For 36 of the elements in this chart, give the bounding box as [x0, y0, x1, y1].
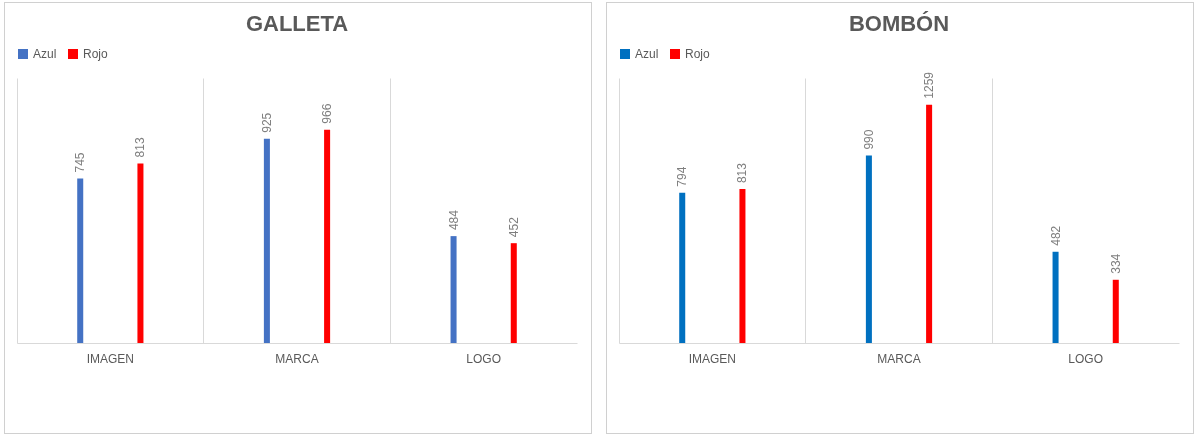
data-label: 484 [446, 209, 461, 231]
bar [1112, 279, 1119, 343]
data-label: 794 [675, 166, 690, 187]
legend-label: Azul [33, 47, 57, 61]
data-label: 813 [133, 137, 148, 158]
data-label: 334 [1108, 253, 1123, 274]
bar [679, 192, 686, 343]
bar [324, 129, 331, 343]
x-tick-label: MARCA [275, 351, 319, 366]
data-label: 990 [861, 129, 876, 150]
data-label: 745 [73, 152, 88, 173]
x-tick-label: LOGO [1068, 351, 1104, 366]
chart-title: GALLETA [245, 11, 349, 36]
legend-label: Rojo [83, 47, 109, 61]
bar [137, 163, 144, 343]
bar [926, 104, 933, 343]
data-label: 1259 [922, 71, 937, 99]
bar [77, 178, 84, 343]
bar [865, 155, 872, 343]
x-tick-label: MARCA [877, 351, 921, 366]
x-tick-label: LOGO [466, 351, 502, 366]
bar [263, 138, 270, 343]
data-label: 813 [735, 162, 750, 184]
bar [1052, 251, 1059, 343]
data-label: 482 [1048, 225, 1063, 246]
data-label: 966 [320, 103, 335, 124]
x-tick-label: IMAGEN [688, 351, 737, 366]
bar [450, 236, 457, 343]
bar [739, 189, 746, 343]
chart-title: BOMBÓN [848, 11, 950, 36]
data-label: 452 [506, 216, 521, 238]
legend-label: Rojo [685, 47, 711, 61]
x-tick-label: IMAGEN [86, 351, 135, 366]
data-label: 925 [259, 112, 274, 133]
legend-label: Azul [635, 47, 659, 61]
bar [510, 243, 517, 343]
